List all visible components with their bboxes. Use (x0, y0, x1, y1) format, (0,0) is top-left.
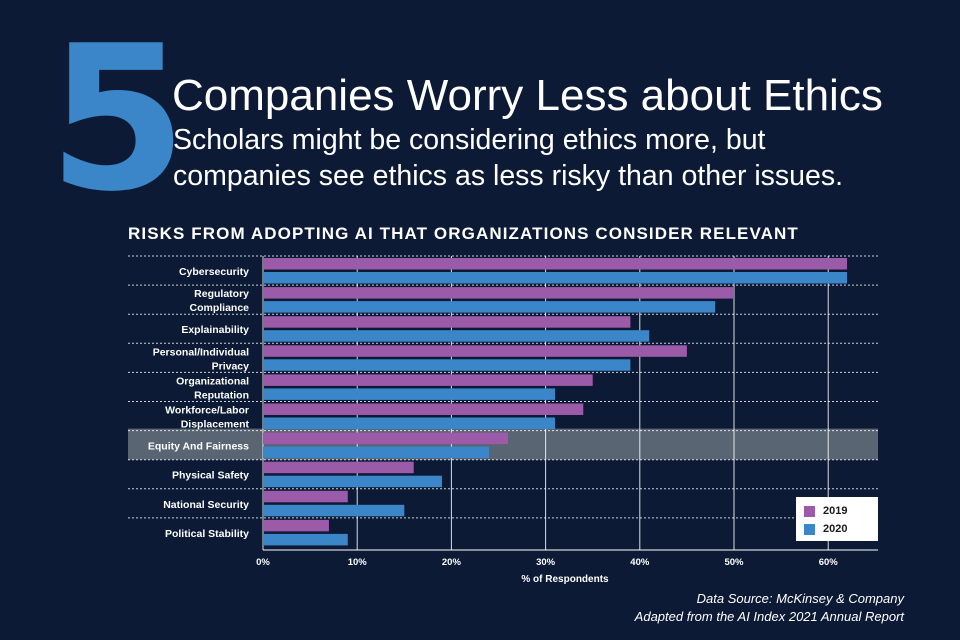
page-subtitle: Scholars might be considering ethics mor… (173, 122, 843, 194)
bar-2019 (263, 316, 631, 328)
x-tick-label: 50% (724, 557, 744, 568)
bar-2020 (263, 272, 848, 284)
bar-2020 (263, 475, 442, 488)
category-label: Reputation (194, 389, 249, 401)
bar-2020 (263, 533, 348, 546)
bar-2020 (263, 388, 556, 400)
bar-2020 (263, 359, 631, 371)
legend-label-2020: 2020 (823, 523, 848, 535)
x-tick-label: 20% (442, 557, 462, 568)
legend-item-2019: 2019 (804, 505, 847, 517)
legend-label-2019: 2019 (823, 505, 848, 517)
footer-credits: Data Source: McKinsey & Company Adapted … (635, 590, 904, 626)
legend-swatch-2019 (804, 505, 815, 517)
bar-2019 (263, 519, 329, 532)
data-source: Data Source: McKinsey & Company (696, 591, 904, 606)
bar-2019 (263, 345, 687, 357)
legend-item-2020: 2020 (804, 523, 847, 535)
x-tick-label: 0% (256, 557, 270, 568)
adapted-from: Adapted from the AI Index 2021 Annual Re… (634, 609, 904, 624)
bar-2019 (263, 374, 593, 386)
subtitle-line-2: companies see ethics as less risky than … (173, 160, 844, 192)
category-label: Equity And Fairness (148, 441, 249, 453)
bar-2019 (263, 461, 414, 474)
category-label: Physical Safety (172, 470, 249, 482)
chart-title: RISKS FROM ADOPTING AI THAT ORGANIZATION… (128, 224, 799, 243)
bar-2020 (263, 417, 556, 429)
subtitle-line-1: Scholars might be considering ethics mor… (173, 124, 766, 156)
chart-legend: 2019 2020 (796, 497, 878, 541)
x-tick-label: 60% (819, 557, 839, 568)
category-label: National Security (163, 499, 249, 511)
bar-2019 (263, 403, 584, 415)
category-label: Explainability (181, 324, 249, 336)
bar-2019 (263, 258, 848, 270)
section-number: 5 (48, 3, 187, 236)
category-label: Cybersecurity (179, 266, 249, 278)
category-label: Personal/Individual (153, 346, 249, 358)
bar-2019 (263, 490, 348, 503)
bar-2020 (263, 330, 650, 342)
bar-2019 (263, 287, 734, 299)
category-label: Displacement (181, 419, 250, 431)
category-label: Privacy (212, 360, 250, 372)
category-label: Workforce/Labor (165, 405, 249, 417)
bar-2020 (263, 504, 405, 517)
x-tick-label: 30% (536, 557, 556, 568)
x-tick-label: 40% (630, 557, 650, 568)
bar-2020 (263, 301, 716, 313)
bar-2020 (263, 446, 490, 459)
x-axis-label: % of Respondents (521, 574, 609, 585)
category-label: Organizational (176, 375, 249, 387)
legend-swatch-2020 (804, 523, 815, 535)
x-tick-label: 10% (348, 557, 368, 568)
category-label: Political Stability (165, 528, 249, 540)
bar-2019 (263, 432, 508, 445)
page-title: Companies Worry Less about Ethics (172, 71, 883, 120)
category-label: Compliance (189, 302, 249, 314)
category-label: Regulatory (194, 288, 249, 300)
